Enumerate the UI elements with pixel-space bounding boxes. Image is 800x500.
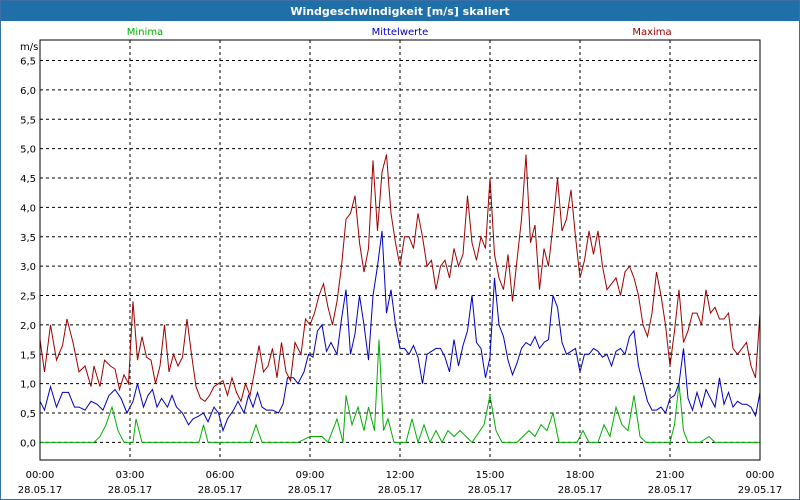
x-tick-date: 28.05.17 xyxy=(288,485,333,496)
x-tick-time: 00:00 xyxy=(26,470,55,481)
x-tick-date: 28.05.17 xyxy=(18,485,63,496)
y-tick-label: 0,5 xyxy=(20,409,36,420)
x-tick-time: 09:00 xyxy=(296,470,325,481)
y-tick-label: 3,5 xyxy=(20,233,36,244)
chart-title: Windgeschwindigkeit [m/s] skaliert xyxy=(1,1,799,21)
x-tick-date: 28.05.17 xyxy=(648,485,693,496)
legend-minima: Minima xyxy=(127,27,163,38)
x-tick-date: 29.05.17 xyxy=(738,485,783,496)
y-tick-label: 5,0 xyxy=(20,145,36,156)
legend-maxima: Maxima xyxy=(632,27,671,38)
y-tick-label: 4,5 xyxy=(20,174,36,185)
x-tick-time: 21:00 xyxy=(656,470,685,481)
y-tick-label: 2,0 xyxy=(20,321,36,332)
data-series xyxy=(39,154,761,445)
x-tick-time: 15:00 xyxy=(476,470,505,481)
x-tick-date: 28.05.17 xyxy=(468,485,513,496)
y-axis-label: m/s xyxy=(20,42,38,53)
series-line-minima xyxy=(40,339,760,445)
y-tick-label: 3,0 xyxy=(20,262,36,273)
y-tick-label: 1,5 xyxy=(20,350,36,361)
series-line-maxima xyxy=(39,154,761,403)
y-tick-label: 1,0 xyxy=(20,380,36,391)
x-tick-time: 06:00 xyxy=(206,470,235,481)
y-tick-label: 4,0 xyxy=(20,203,36,214)
y-tick-label: 2,5 xyxy=(20,292,36,303)
series-line-mittelwerte xyxy=(39,230,761,433)
y-tick-label: 6,0 xyxy=(20,86,36,97)
x-tick-time: 03:00 xyxy=(116,470,145,481)
axis-labels: 0,0 0,5 1,0 1,5 2,0 2,5 3,0 3,5 4,0 4,5 5,0 5,5 6,0 6… xyxy=(18,57,783,496)
y-tick-label: 6,5 xyxy=(20,57,36,68)
x-tick-date: 28.05.17 xyxy=(198,485,243,496)
x-tick-time: 12:00 xyxy=(386,470,415,481)
plot-border xyxy=(39,39,761,461)
y-tick-label: 0,0 xyxy=(20,438,36,449)
x-tick-date: 28.05.17 xyxy=(558,485,603,496)
x-tick-time: 18:00 xyxy=(566,470,595,481)
y-tick-label: 5,5 xyxy=(20,115,36,126)
x-tick-date: 28.05.17 xyxy=(378,485,423,496)
legend-mittelwerte: Mittelwerte xyxy=(372,27,429,38)
x-tick-time: 00:00 xyxy=(746,470,775,481)
legend: Minima Mittelwerte Maxima xyxy=(127,27,672,38)
x-tick-date: 28.05.17 xyxy=(108,485,153,496)
